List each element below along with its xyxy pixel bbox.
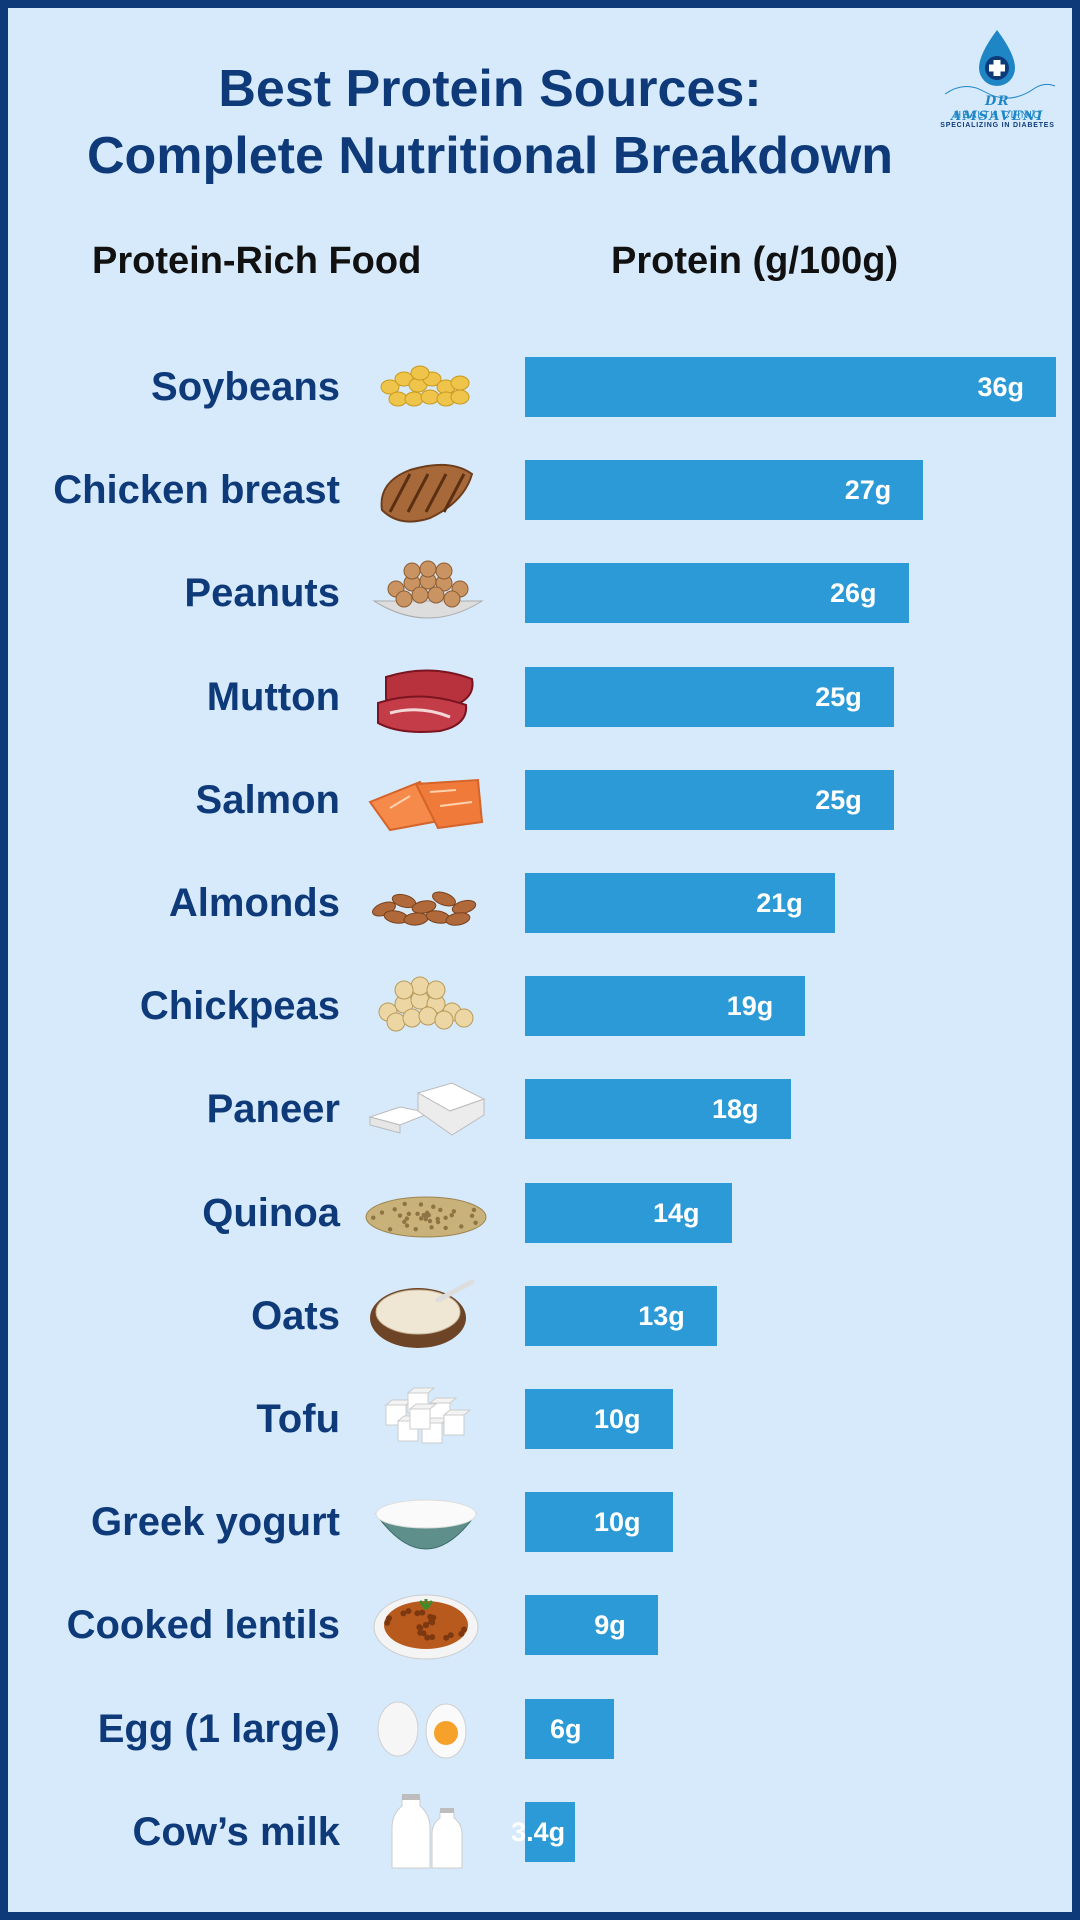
chart-row: Oats 13g (0, 1279, 1080, 1348)
food-label: Tofu (256, 1397, 340, 1441)
chickpeas-icon (378, 976, 474, 1032)
bar-value-label: 25g (815, 681, 862, 712)
bar: 25g (525, 666, 894, 727)
chart-row: Tofu 10g (0, 1387, 1080, 1449)
food-label: Paneer (206, 1087, 340, 1132)
food-label: Salmon (195, 777, 340, 822)
food-label: Quinoa (202, 1190, 340, 1235)
food-label: Almonds (168, 881, 340, 925)
bar-value-label: 26g (829, 578, 877, 609)
greek-yogurt-icon (375, 1499, 477, 1550)
bar-value-label: 3.4g (511, 1816, 566, 1847)
tofu-icon (384, 1387, 472, 1444)
mutton-icon (377, 669, 474, 733)
bar: 26g (525, 563, 909, 624)
egg-icon (377, 1701, 467, 1759)
bar-value-label: 13g (638, 1300, 685, 1331)
bar-value-label: 10g (593, 1507, 641, 1538)
bar: 9g (525, 1595, 658, 1656)
page-title-line-1: Best Protein Sources: (218, 60, 762, 118)
bar: 18g (525, 1079, 791, 1140)
bar-value-label: 18g (711, 1094, 759, 1125)
chicken-breast-icon (380, 464, 474, 523)
food-label: Chicken breast (53, 468, 340, 513)
salmon-icon (368, 778, 484, 831)
bar: 36g (525, 357, 1056, 417)
soybeans-icon (380, 365, 470, 407)
bar: 6g (525, 1698, 614, 1759)
bar: 13g (525, 1285, 717, 1346)
bar-value-label: 21g (756, 888, 803, 918)
bar-value-label: 14g (652, 1197, 700, 1228)
bar: 10g (525, 1389, 673, 1449)
food-label: Mutton (206, 674, 340, 719)
bar-value-label: 36g (977, 372, 1024, 402)
chart-row: Egg (1 large) 6g (0, 1698, 1080, 1759)
bar: 25g (525, 769, 894, 830)
cooked-lentils-icon (373, 1594, 479, 1660)
cows-milk-icon (391, 1793, 463, 1869)
bar: 21g (525, 873, 835, 933)
food-label: Peanuts (184, 571, 340, 616)
bar-value-label: 9g (594, 1610, 626, 1641)
food-label: Cow’s milk (132, 1809, 340, 1854)
paneer-icon (368, 1082, 486, 1136)
peanuts-icon (372, 560, 484, 619)
protein-column-header: Protein (g/100g) (611, 240, 899, 282)
almonds-icon (372, 891, 477, 926)
food-label: Soybeans (151, 365, 340, 409)
bar: 27g (525, 460, 924, 521)
medical-drop-icon (944, 30, 1056, 99)
chart-row: Soybeans 36g (0, 357, 1080, 417)
chart-row: Peanuts 26g (0, 560, 1080, 624)
logo-name: DR AMSAVENI (951, 94, 1044, 124)
chart-row: Chicken breast 27g (0, 460, 1080, 523)
food-label: Egg (1 large) (97, 1706, 340, 1751)
bar: 14g (525, 1182, 732, 1243)
bar-value-label: 10g (593, 1404, 641, 1434)
chart-row: Mutton 25g (0, 666, 1080, 733)
chart-row: Almonds 21g (0, 873, 1080, 933)
oats-icon (370, 1279, 475, 1348)
logo-tagline: SPECIALIZING IN DIABETES (940, 122, 1055, 129)
food-label: Greek yogurt (91, 1500, 340, 1545)
bar-value-label: 27g (844, 475, 892, 506)
bar-value-label: 19g (726, 991, 774, 1022)
chart-row: Cow’s milk 3.4g (0, 1793, 1080, 1869)
chart-row: Paneer 18g (0, 1079, 1080, 1140)
food-label: Oats (251, 1293, 340, 1338)
food-column-header: Protein-Rich Food (92, 240, 422, 282)
chart-row: Salmon 25g (0, 769, 1080, 831)
bar-value-label: 6g (549, 1713, 582, 1744)
quinoa-icon (365, 1196, 487, 1238)
chart-row: Quinoa 14g (0, 1182, 1080, 1243)
chart-row: Chickpeas 19g (0, 976, 1080, 1037)
chart-row: Greek yogurt 10g (0, 1492, 1080, 1553)
logo-subtitle: HEALTH CLINIC (953, 110, 1042, 121)
bar: 19g (525, 976, 806, 1037)
bar: 3.4g (511, 1801, 576, 1862)
page-title-line-2: Complete Nutritional Breakdown (86, 127, 894, 185)
bar: 10g (525, 1492, 673, 1553)
bar-value-label: 25g (815, 784, 862, 815)
food-label: Chickpeas (139, 984, 340, 1029)
food-label: Cooked lentils (66, 1603, 340, 1648)
chart-row: Cooked lentils 9g (0, 1594, 1080, 1660)
